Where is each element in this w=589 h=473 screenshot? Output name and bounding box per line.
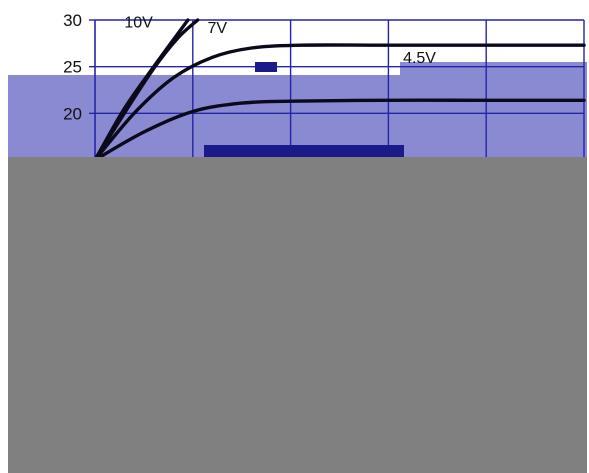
curve-labels: 10V 7V 4.5V — [124, 14, 436, 66]
series-line — [93, 98, 586, 162]
y-tick-label: 20 — [63, 104, 82, 123]
grid — [94, 19, 585, 160]
series-line — [93, 43, 586, 162]
curve-label: 4.5V — [403, 50, 436, 67]
y-tick-labels: 30 25 20 — [63, 11, 95, 123]
y-tick-label: 30 — [63, 11, 82, 30]
curve-label: 7V — [207, 20, 227, 37]
curve-label: 10V — [124, 14, 153, 31]
image-artifact — [255, 62, 277, 72]
overlay-band-step — [400, 62, 587, 76]
series-line — [93, 18, 200, 162]
curves — [93, 18, 586, 162]
image-artifact — [204, 145, 404, 157]
y-tick-label: 25 — [63, 58, 82, 77]
overlay-block — [8, 157, 587, 473]
